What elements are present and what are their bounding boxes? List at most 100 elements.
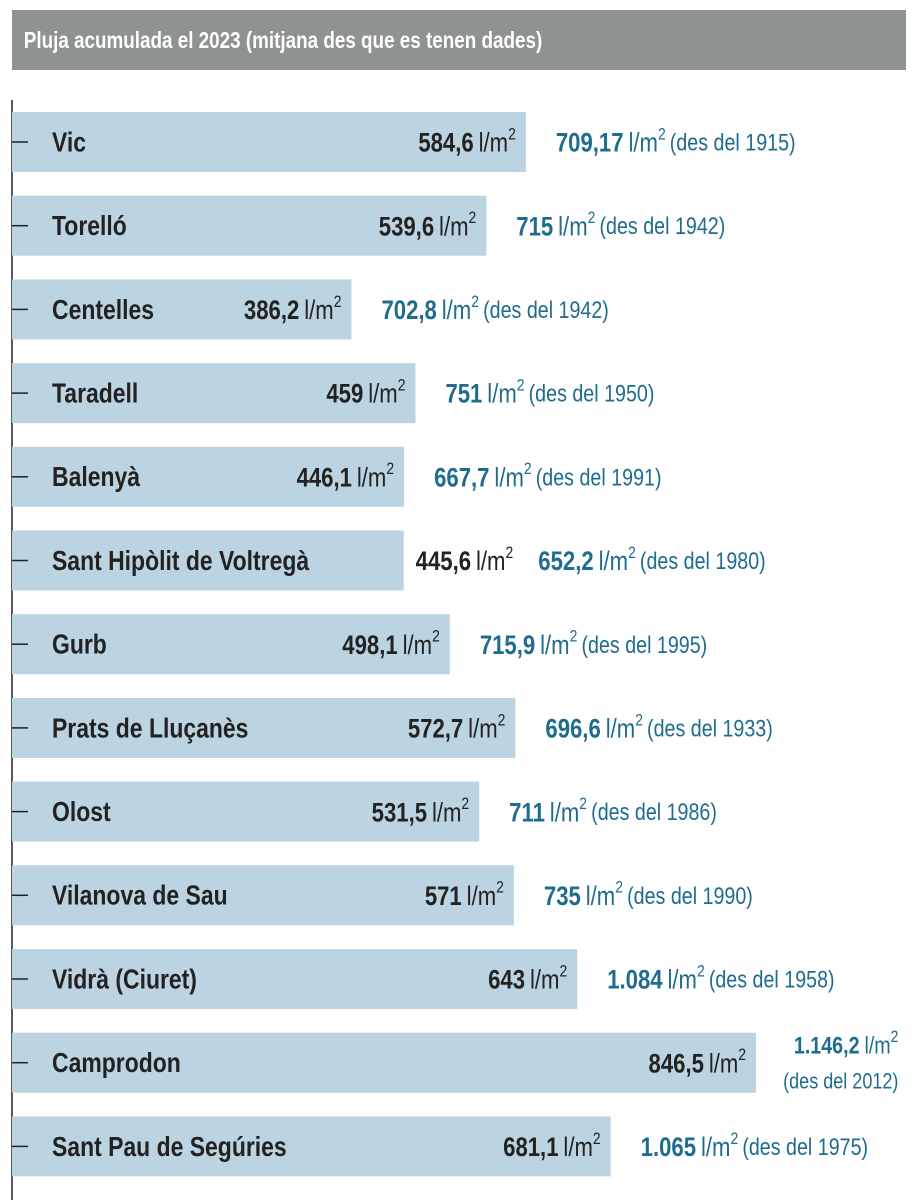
value-label: 584,6 l/m2	[418, 125, 516, 157]
since-label: (des del 1995)	[581, 631, 707, 658]
unit-power: 2	[588, 209, 596, 228]
unit-power: 2	[398, 376, 406, 395]
unit-power: 2	[738, 1046, 746, 1065]
unit: l/m	[403, 630, 432, 660]
bar	[12, 781, 480, 842]
unit-power: 2	[635, 711, 643, 730]
average-number: 751	[445, 379, 482, 409]
average-label: 1.084 l/m2 (des del 1958)	[607, 962, 834, 994]
unit-power: 2	[559, 962, 567, 981]
value-label: 846,5 l/m2	[649, 1046, 747, 1078]
value-number: 531,5	[372, 798, 428, 828]
value-label: 531,5 l/m2	[372, 795, 470, 827]
since-label: (des del 2012)	[783, 1070, 898, 1094]
category-label: Prats de Lluçanès	[52, 713, 248, 744]
unit: l/m	[586, 881, 615, 911]
unit: l/m	[467, 881, 496, 911]
value-number: 386,2	[244, 296, 299, 326]
bar	[12, 697, 516, 758]
average-number: 711	[509, 798, 545, 828]
unit: l/m	[304, 296, 333, 326]
unit: l/m	[606, 714, 635, 744]
bar	[12, 865, 514, 926]
title-group: Pluja acumulada el 2023 (mitjana des que…	[24, 28, 542, 53]
average-label: 715,9 l/m2 (des del 1995)	[480, 627, 707, 659]
unit: l/m	[530, 965, 559, 995]
value-number: 584,6	[418, 128, 473, 158]
value-number: 498,1	[342, 630, 398, 660]
value-label: 386,2 l/m2	[244, 293, 342, 325]
value-number: 571	[425, 881, 462, 911]
bar	[12, 279, 352, 340]
average-number: 1.084	[607, 965, 663, 995]
unit-power: 2	[615, 879, 623, 898]
unit-power: 2	[469, 209, 477, 228]
average-number: 735	[544, 881, 581, 911]
since-label: (des del 1991)	[536, 463, 662, 490]
bar	[12, 1032, 757, 1093]
average-number: 715	[516, 212, 553, 242]
average-label: 715 l/m2 (des del 1942)	[516, 209, 725, 241]
unit: l/m	[442, 296, 471, 326]
category-label: Torelló	[52, 211, 127, 242]
bar	[12, 195, 487, 256]
unit-power: 2	[517, 376, 525, 395]
unit-power: 2	[593, 1130, 601, 1149]
average-label: 652,2 l/m2 (des del 1980)	[538, 544, 765, 576]
category-label: Vidrà (Ciuret)	[52, 964, 197, 995]
unit: l/m	[439, 212, 468, 242]
average-label: 735 l/m2 (des del 1990)	[544, 879, 753, 911]
unit-power: 2	[334, 293, 342, 312]
title-bar	[12, 10, 906, 70]
average-label: 709,17 l/m2 (des del 1915)	[556, 125, 796, 157]
average-label: 702,8 l/m2 (des del 1942)	[381, 293, 608, 325]
category-label: Sant Pau de Segúries	[52, 1132, 287, 1163]
bar	[12, 614, 450, 675]
category-label: Sant Hipòlit de Voltregà	[52, 546, 310, 577]
average-label: 751 l/m2 (des del 1950)	[445, 376, 654, 408]
average-number: 1.065	[641, 1133, 697, 1163]
unit-power: 2	[730, 1130, 738, 1149]
bar	[12, 363, 416, 424]
unit-power: 2	[628, 544, 636, 563]
since-label: (des del 1990)	[627, 882, 753, 909]
unit-power: 2	[508, 125, 516, 144]
average-label: 667,7 l/m2 (des del 1991)	[434, 460, 661, 492]
value-label: 498,1 l/m2	[342, 627, 440, 659]
category-label: Olost	[52, 797, 111, 828]
since-label: (des del 1933)	[647, 714, 773, 741]
average-number: 702,8	[381, 296, 436, 326]
value-label: 643 l/m2	[488, 962, 567, 994]
bar	[12, 530, 404, 591]
value-number: 459	[326, 379, 363, 409]
unit-power: 2	[471, 293, 479, 312]
value-label: 539,6 l/m2	[379, 209, 477, 241]
unit: l/m	[540, 630, 569, 660]
unit-power: 2	[505, 544, 513, 563]
category-label: Taradell	[52, 378, 138, 409]
unit-power: 2	[386, 460, 394, 479]
bar	[12, 112, 526, 172]
unit: l/m	[563, 1133, 592, 1163]
category-label: Gurb	[52, 630, 107, 661]
unit: l/m	[494, 463, 523, 493]
value-number: 681,1	[503, 1133, 559, 1163]
since-label: (des del 1975)	[742, 1133, 868, 1160]
unit: l/m	[357, 463, 386, 493]
category-label: Vic	[52, 127, 86, 158]
unit-power: 2	[496, 879, 504, 898]
value-label: 446,1 l/m2	[297, 460, 395, 492]
average-label: 696,6 l/m2 (des del 1933)	[545, 711, 772, 743]
category-label: Camprodon	[52, 1048, 181, 1079]
unit: l/m	[667, 965, 696, 995]
average-label: 1.065 l/m2 (des del 1975)	[641, 1130, 868, 1162]
average-number: 696,6	[545, 714, 600, 744]
value-number: 446,1	[297, 463, 353, 493]
category-label: Balenyà	[52, 462, 141, 493]
unit-power: 2	[524, 460, 532, 479]
unit-power: 2	[432, 627, 440, 646]
average-number: 667,7	[434, 463, 489, 493]
unit-power: 2	[498, 711, 506, 730]
bar	[12, 1116, 611, 1177]
